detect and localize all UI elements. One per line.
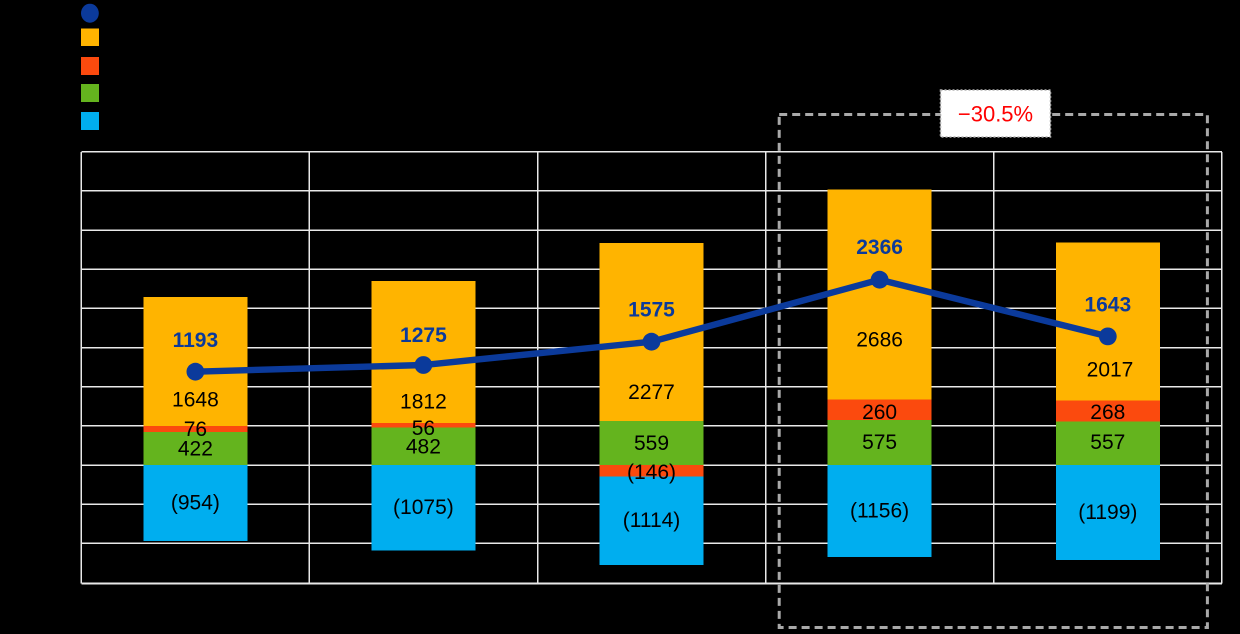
svg-text:76: 76 — [184, 418, 207, 441]
svg-text:559: 559 — [634, 432, 669, 455]
svg-text:56: 56 — [412, 417, 435, 440]
svg-text:1193: 1193 — [173, 329, 219, 352]
svg-text:(1114): (1114) — [623, 509, 681, 532]
svg-text:1648: 1648 — [172, 388, 219, 411]
svg-text:(1075): (1075) — [393, 496, 454, 519]
svg-text:2277: 2277 — [628, 381, 675, 404]
svg-text:1643: 1643 — [1084, 294, 1131, 317]
svg-text:1812: 1812 — [400, 391, 447, 414]
svg-text:2017: 2017 — [1087, 358, 1134, 381]
svg-text:2366: 2366 — [856, 236, 903, 259]
svg-text:−30.5%: −30.5% — [958, 101, 1033, 126]
svg-text:2686: 2686 — [856, 329, 903, 352]
svg-text:(1199): (1199) — [1078, 501, 1137, 524]
svg-text:482: 482 — [406, 436, 441, 459]
svg-text:268: 268 — [1090, 401, 1125, 424]
svg-text:(1156): (1156) — [850, 499, 909, 522]
svg-text:1275: 1275 — [400, 324, 447, 347]
svg-text:(954): (954) — [171, 491, 220, 514]
svg-text:575: 575 — [862, 431, 897, 454]
svg-text:422: 422 — [178, 438, 213, 461]
svg-text:1575: 1575 — [628, 299, 675, 322]
svg-text:260: 260 — [862, 401, 897, 424]
svg-text:(146): (146) — [627, 461, 676, 484]
svg-text:557: 557 — [1090, 431, 1125, 454]
